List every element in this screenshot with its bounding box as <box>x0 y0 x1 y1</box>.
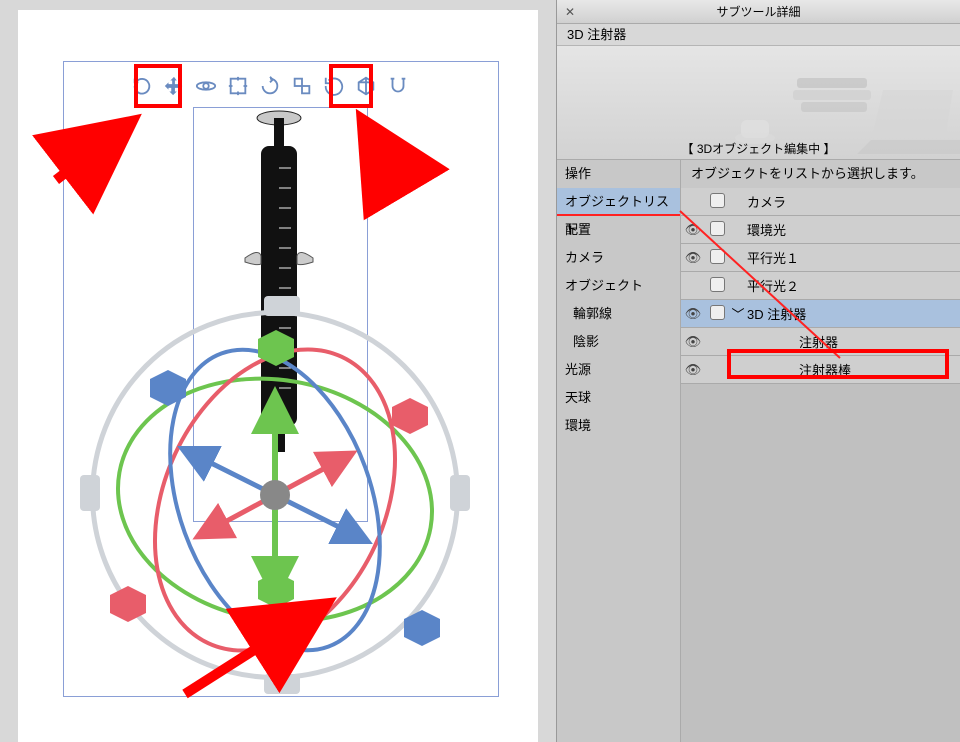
checkbox[interactable] <box>705 193 729 211</box>
visibility-icon[interactable]: 👁 <box>681 222 705 238</box>
content-header: オブジェクトをリストから選択します。 <box>681 160 960 188</box>
object-row[interactable]: カメラ <box>681 188 960 216</box>
panel-titlebar: ✕ サブツール詳細 <box>557 0 960 24</box>
object-row[interactable]: 平行光２ <box>681 272 960 300</box>
canvas-area <box>0 0 556 742</box>
object-row[interactable]: 👁 ﹀3D 注射器 <box>681 300 960 328</box>
checkbox[interactable] <box>705 249 729 267</box>
expand-icon[interactable]: ﹀ <box>729 304 747 323</box>
sidebar-item[interactable]: 操作 <box>557 160 680 188</box>
close-icon[interactable]: ✕ <box>565 5 575 19</box>
sidebar-item[interactable]: 配置 <box>557 216 680 244</box>
object-label: 平行光１ <box>747 248 960 267</box>
object-label: 環境光 <box>747 220 960 239</box>
sidebar-item[interactable]: 環境 <box>557 412 680 440</box>
object-label: 3D 注射器 <box>747 304 960 323</box>
annotation-box <box>329 64 373 108</box>
checkbox[interactable] <box>705 221 729 239</box>
row-highlight-box <box>727 349 949 379</box>
sidebar-item[interactable]: 陰影 <box>557 328 680 356</box>
annotation-box <box>134 64 182 108</box>
sidebar-item[interactable]: オブジェクト <box>557 272 680 300</box>
object-row[interactable]: 👁 平行光１ <box>681 244 960 272</box>
panel-preview: 【 3Dオブジェクト編集中 】 <box>557 46 960 160</box>
object-label: カメラ <box>747 192 960 211</box>
section-sidebar: 操作オブジェクトリスト配置カメラオブジェクト輪郭線陰影光源天球環境 <box>557 160 681 742</box>
visibility-icon[interactable]: 👁 <box>681 362 705 378</box>
edit-status: 【 3Dオブジェクト編集中 】 <box>557 140 960 157</box>
sidebar-item[interactable]: 天球 <box>557 384 680 412</box>
visibility-icon[interactable]: 👁 <box>681 250 705 266</box>
object-list-content: オブジェクトをリストから選択します。 カメラ 👁 環境光 👁 平行光１ 平行光２ 👁 ﹀3D … <box>681 160 960 742</box>
sidebar-item[interactable]: 輪郭線 <box>557 300 680 328</box>
panel-subtitle: 3D 注射器 <box>557 24 960 46</box>
object-list: カメラ👁環境光👁平行光１平行光２👁﹀3D 注射器👁注射器👁注射器棒 <box>681 188 960 742</box>
visibility-icon[interactable]: 👁 <box>681 306 705 322</box>
checkbox[interactable] <box>705 277 729 295</box>
visibility-icon[interactable]: 👁 <box>681 334 705 350</box>
panel-title: サブツール詳細 <box>716 3 800 20</box>
sidebar-item[interactable]: 光源 <box>557 356 680 384</box>
checkbox[interactable] <box>705 305 729 323</box>
annotation-arrows <box>0 0 556 742</box>
sidebar-item[interactable]: オブジェクトリスト <box>557 188 680 216</box>
object-label: 平行光２ <box>747 276 960 295</box>
sidebar-item[interactable]: カメラ <box>557 244 680 272</box>
object-row[interactable]: 👁 環境光 <box>681 216 960 244</box>
